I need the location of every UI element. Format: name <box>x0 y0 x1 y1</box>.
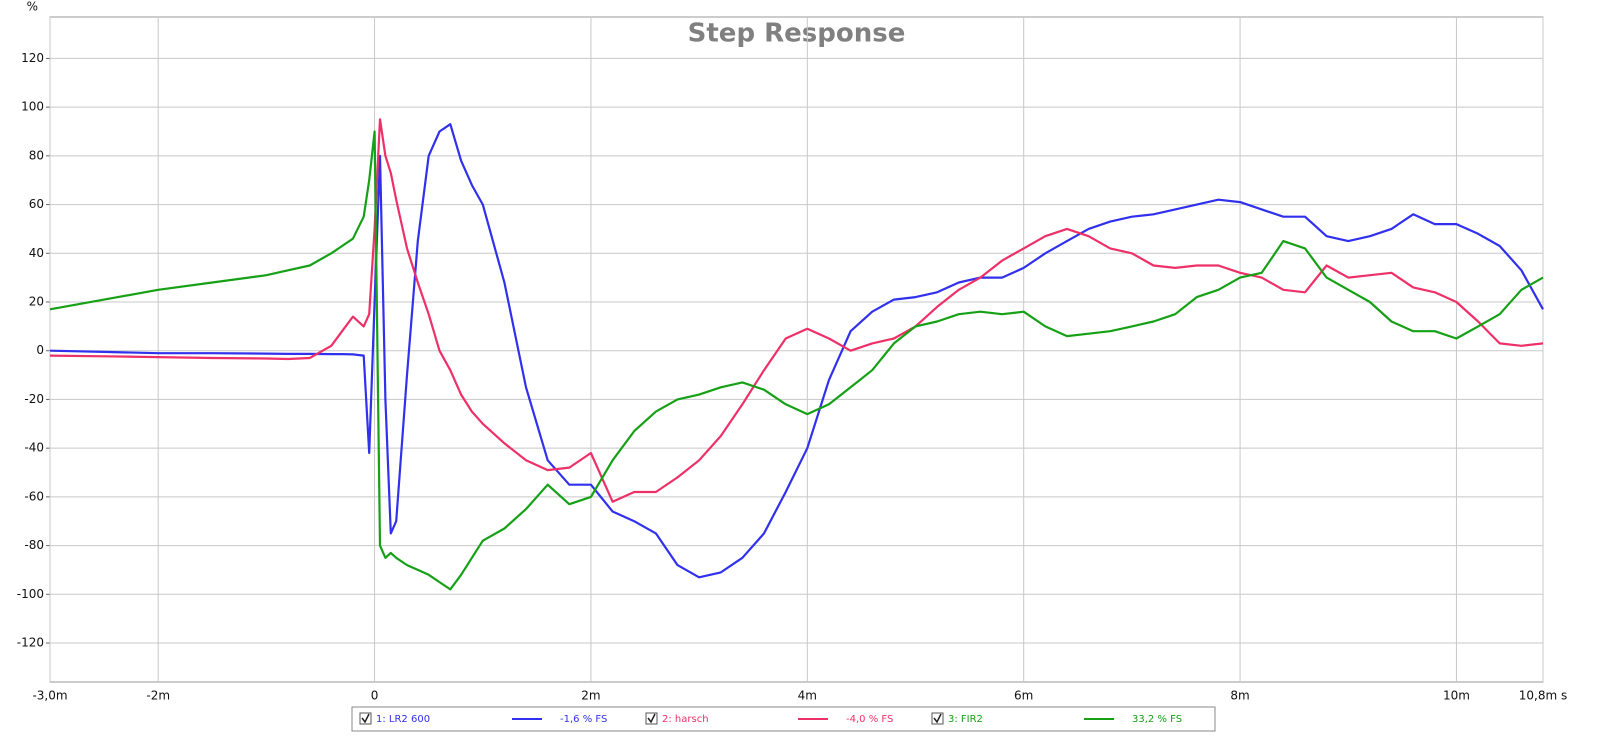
legend-checkbox[interactable] <box>359 712 372 725</box>
legend-name: 2: harsch <box>662 714 709 725</box>
legend-name: 1: LR2 600 <box>376 714 430 725</box>
y-tick-label: 40 <box>29 246 44 260</box>
y-unit: % <box>27 0 38 14</box>
x-tick-label: 0 <box>371 689 379 703</box>
legend-fs: 33,2 % FS <box>1132 714 1182 725</box>
legend-check <box>361 713 370 724</box>
legend-checkbox[interactable] <box>931 712 944 725</box>
legend-check <box>933 713 942 724</box>
x-tick-label: -2m <box>146 689 170 703</box>
y-tick-label: 100 <box>21 100 44 114</box>
y-tick-label: 20 <box>29 295 44 309</box>
series-line <box>49 130 1544 591</box>
y-tick-label: -40 <box>24 441 44 455</box>
y-tick-label: 120 <box>21 51 44 65</box>
legend-fs: -1,6 % FS <box>560 714 607 725</box>
x-tick-label: -3,0m <box>32 689 67 703</box>
plot-area <box>49 16 1544 683</box>
y-tick-label: 60 <box>29 197 44 211</box>
legend-check <box>647 713 656 724</box>
y-tick-label: -80 <box>24 538 44 552</box>
y-tick-label: 0 <box>36 343 44 357</box>
y-tick-label: -120 <box>17 636 44 650</box>
y-tick-label: -20 <box>24 392 44 406</box>
y-tick-label: -60 <box>24 489 44 503</box>
y-tick-label: -100 <box>17 587 44 601</box>
legend-name: 3: FIR2 <box>948 714 983 725</box>
legend-fs: -4,0 % FS <box>846 714 893 725</box>
legend-checkbox[interactable] <box>645 712 658 725</box>
x-tick-label: 6m <box>1014 689 1033 703</box>
chart-title: Step Response <box>688 19 906 49</box>
x-tick-label: 8m <box>1230 689 1249 703</box>
x-tick-label: 10m <box>1443 689 1470 703</box>
y-tick-label: 80 <box>29 148 44 162</box>
x-tick-label: 4m <box>798 689 817 703</box>
legend-box <box>351 706 1216 732</box>
x-tick-label: 2m <box>581 689 600 703</box>
x-tick-label: 10,8m s <box>1519 689 1567 703</box>
